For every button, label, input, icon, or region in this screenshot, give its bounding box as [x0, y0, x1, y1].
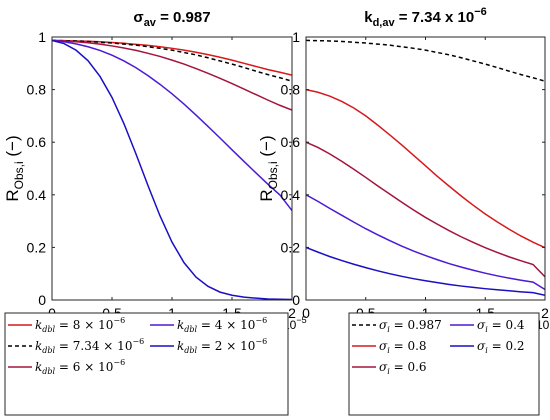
series-line-3	[52, 39, 292, 111]
legend-entry: kdbl = 4 × 10−6	[177, 316, 267, 334]
legend-entry: σi = 0.4	[477, 318, 525, 334]
series-line-2	[52, 39, 292, 82]
legend-entry: σi = 0.2	[477, 339, 525, 355]
legend-entry-var: σ	[379, 360, 388, 374]
x-tick-label: 2	[541, 305, 549, 321]
y-tick-label: 0.8	[281, 82, 301, 98]
y-tick-label: 1	[292, 29, 300, 45]
y-tick-label: 0.6	[281, 134, 301, 150]
series-line-5	[306, 246, 545, 297]
legend-entry-sup: −6	[113, 358, 125, 367]
series-group	[306, 39, 545, 297]
legend-entry: kdbl = 2 × 10−6	[177, 337, 267, 355]
y-tick-label: 0.6	[27, 134, 47, 150]
y-tick-label: 0	[292, 292, 300, 308]
legend-entry-sub: i	[387, 325, 390, 334]
y-tick-label: 0	[38, 292, 46, 308]
legend-entry-var: k	[35, 339, 42, 353]
legend-entry-sub: i	[485, 325, 488, 334]
axes-box	[51, 36, 293, 301]
series-line-1	[52, 39, 292, 76]
legend-entry-var: k	[177, 339, 184, 353]
chart-title-sub: d,av	[373, 17, 396, 29]
chart-title-sup: −6	[474, 6, 487, 18]
series-line-5	[52, 39, 292, 301]
y-axis-label-rest: (−)	[257, 135, 276, 161]
legend-entry-sup: −6	[255, 316, 267, 325]
legend-entry: kdbl = 6 × 10−6	[35, 358, 125, 376]
legend-entry-value: = 0.2	[488, 339, 525, 353]
legend-entry-sub: i	[485, 346, 488, 355]
series-line-4	[52, 39, 292, 212]
chart-title-main: k	[364, 9, 373, 26]
y-axis-label-sub: Obs,i	[266, 161, 280, 189]
y-tick-label: 0.8	[27, 82, 47, 98]
legend-entry-value: = 7.34 × 10	[55, 339, 132, 353]
legend-entry: σi = 0.987	[379, 318, 442, 334]
series-line-3	[306, 141, 545, 278]
legend-entry-var: σ	[477, 318, 486, 332]
legend-entry: kdbl = 8 × 10−6	[35, 316, 125, 334]
legend-entry-var: σ	[477, 339, 486, 353]
legend-entry: kdbl = 7.34 × 10−6	[35, 337, 144, 355]
legend-entry-var: k	[35, 360, 42, 374]
series-line-4	[306, 194, 545, 291]
legend-entry-sub: dbl	[184, 325, 197, 334]
x-tick-label: 2	[288, 305, 296, 321]
y-tick-label: 0.4	[27, 187, 47, 203]
legend-entry-value: = 2 × 10	[197, 339, 255, 353]
legend-entry-var: k	[35, 318, 42, 332]
legend-entry-value: = 0.6	[390, 360, 427, 374]
legend-entry-var: σ	[379, 318, 388, 332]
legend-entry-value: = 0.4	[488, 318, 525, 332]
chart-title-rest: = 7.34 x 10	[395, 9, 475, 26]
chart-panel-1: σav = 0.98700.511.5200.20.40.60.81×10−5J…	[3, 9, 307, 416]
series-line-2	[306, 88, 545, 249]
legend-entry-var: σ	[379, 339, 388, 353]
chart-title: kd,av = 7.34 x 10−6	[364, 6, 487, 29]
x-tick-label: 0	[302, 305, 310, 321]
chart-panel-2: kd,av = 7.34 x 10−600.511.5200.20.40.60.…	[257, 6, 550, 416]
legend-entry-value: = 6 × 10	[55, 360, 113, 374]
series-line-1	[306, 39, 545, 82]
legend-entry-sub: dbl	[184, 346, 197, 355]
legend-entry-sub: dbl	[42, 346, 55, 355]
y-axis-label-rest: (−)	[3, 135, 22, 161]
y-tick-label: 0.2	[281, 239, 301, 255]
legend-entry-sub: dbl	[42, 367, 55, 376]
y-axis-label-main: R	[3, 189, 22, 201]
legend-entry: σi = 0.6	[379, 360, 427, 376]
legend-entry-sup: −6	[132, 337, 144, 346]
legend-entry-value: = 0.8	[390, 339, 427, 353]
y-axis-label-main: R	[257, 189, 276, 201]
legend-entry-sub: i	[387, 346, 390, 355]
chart-title-rest: = 0.987	[156, 9, 211, 26]
chart-title-main: σ	[133, 9, 143, 26]
legend-entry-sup: −6	[255, 337, 267, 346]
y-tick-label: 0.4	[281, 187, 301, 203]
y-axis-label-sub: Obs,i	[12, 161, 26, 189]
x-multiplier-exp: −5	[296, 315, 306, 325]
chart-title: σav = 0.987	[133, 9, 210, 29]
legend-box	[4, 312, 289, 416]
series-group	[52, 39, 292, 301]
legend-entry: σi = 0.8	[379, 339, 427, 355]
y-axis-label: RObs,i (−)	[3, 135, 26, 201]
legend-entry-var: k	[177, 318, 184, 332]
legend-entry-value: = 4 × 10	[197, 318, 255, 332]
legend-entry-value: = 8 × 10	[55, 318, 113, 332]
y-tick-label: 1	[38, 29, 46, 45]
legend-entry-sub: i	[387, 367, 390, 376]
legend-entry-value: = 0.987	[390, 318, 442, 332]
legend-entry-sub: dbl	[42, 325, 55, 334]
legend-entry-sup: −6	[113, 316, 125, 325]
y-tick-label: 0.2	[27, 239, 47, 255]
legend-box	[348, 312, 540, 416]
y-axis-label: RObs,i (−)	[257, 135, 280, 201]
chart-title-sub: av	[144, 17, 157, 29]
